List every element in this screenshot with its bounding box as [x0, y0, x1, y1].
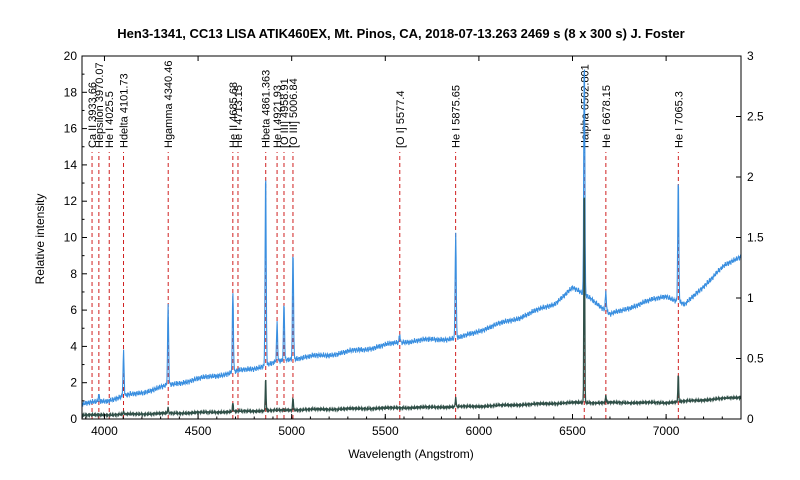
y2-tick-label: 3: [747, 49, 754, 63]
emission-line-label: Hepsilon 3970.07: [94, 62, 106, 148]
emission-line-label: He I 4713.15: [233, 85, 245, 148]
emission-line-label: [O III] 4958.91: [279, 78, 291, 148]
emission-line-label: Ca II 3933.66: [87, 82, 99, 148]
y2-tick-label: 0: [747, 412, 754, 426]
x-tick-label: 6000: [466, 424, 493, 438]
y2-tick-label: 2: [747, 170, 754, 184]
emission-line-label: He II 4685.68: [228, 82, 240, 148]
emission-line-label: Hgamma 4340.46: [163, 61, 175, 148]
y2-tick-label: 1: [747, 291, 754, 305]
x-tick-label: 7000: [653, 424, 680, 438]
x-tick-label: 4000: [91, 424, 118, 438]
x-axis-label: Wavelength (Angstrom): [348, 447, 474, 461]
emission-line-label: He I 7065.3: [673, 91, 685, 148]
series-left-axis: [82, 197, 741, 419]
y-tick-label: 16: [64, 122, 78, 136]
emission-line-label: He I 4921.93: [272, 85, 284, 148]
emission-line-label: Halpha 6562.801: [579, 64, 591, 148]
y2-tick-label: 1.5: [747, 231, 764, 245]
emission-line-label: Hbeta 4861.363: [261, 70, 273, 148]
axes: 4000 4500 5000 5500 6000 6500 7000024681012141…: [64, 49, 764, 438]
y-tick-label: 20: [64, 49, 78, 63]
plot-background: [82, 56, 741, 419]
x-tick-label: 6500: [559, 424, 586, 438]
plot-area: [82, 56, 741, 419]
emission-line-label: He I 5875.65: [451, 85, 463, 148]
y-tick-label: 0: [70, 412, 77, 426]
emission-line-label: [O III] 5006.84: [288, 78, 300, 148]
y-tick-label: 6: [70, 303, 77, 317]
y-tick-label: 4: [70, 339, 77, 353]
y-tick-label: 10: [64, 231, 78, 245]
y-tick-label: 14: [64, 158, 78, 172]
y-tick-label: 18: [64, 85, 78, 99]
emission-line-label: Hdelta 4101.73: [119, 73, 131, 148]
emission-line-label: He I 4025.5: [104, 91, 116, 148]
x-tick-label: 5500: [372, 424, 399, 438]
chart-title: Hen3-1341, CC13 LISA ATIK460EX, Mt. Pino…: [117, 26, 684, 41]
series-layer: [82, 69, 741, 419]
y-tick-label: 2: [70, 376, 77, 390]
emission-line-label: He I 6678.15: [601, 85, 613, 148]
y-tick-label: 8: [70, 267, 77, 281]
emission-line-label: [O I] 5577.4: [395, 91, 407, 148]
series-right-axis: [82, 69, 741, 407]
x-tick-label: 5000: [278, 424, 305, 438]
y2-tick-label: 2.5: [747, 110, 764, 124]
x-tick-label: 4500: [185, 424, 212, 438]
y-axis-label: Relative intensity: [33, 194, 47, 285]
y2-tick-label: 0.5: [747, 352, 764, 366]
y-tick-label: 12: [64, 194, 78, 208]
